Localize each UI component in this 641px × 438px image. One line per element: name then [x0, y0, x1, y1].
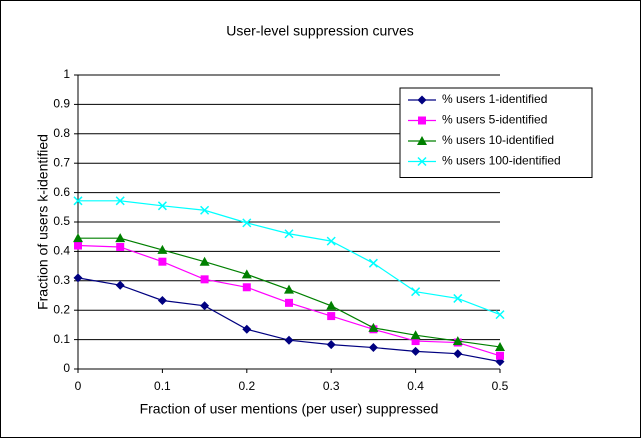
y-tick-label: 0	[63, 361, 70, 375]
marker	[157, 201, 167, 211]
chart-title: User-level suppression curves	[226, 23, 414, 39]
marker	[284, 335, 294, 345]
legend-marker	[417, 95, 427, 105]
marker	[285, 298, 293, 307]
y-tick-label: 0.4	[53, 244, 70, 258]
x-tick-label: 0.3	[323, 379, 340, 393]
y-tick-label: 0.9	[53, 97, 70, 111]
y-tick-label: 0.5	[53, 214, 70, 228]
marker	[326, 300, 337, 310]
marker	[199, 256, 210, 266]
marker	[410, 330, 421, 340]
marker	[73, 196, 83, 206]
series	[73, 273, 505, 367]
y-tick-label: 1	[63, 67, 70, 81]
legend-box	[399, 87, 593, 178]
legend-marker	[418, 116, 426, 125]
x-tick-label: 0.1	[154, 379, 171, 393]
marker	[200, 275, 209, 284]
marker	[495, 341, 505, 351]
marker	[116, 242, 125, 251]
x-tick-label: 0.5	[492, 379, 509, 393]
marker	[368, 322, 379, 332]
y-tick-label: 0.1	[53, 332, 70, 346]
x-tick-label: 0	[75, 379, 82, 393]
marker	[284, 284, 294, 294]
x-tick-label: 0.4	[407, 379, 424, 393]
marker	[157, 244, 168, 254]
legend-label: % users 10-identified	[442, 133, 554, 147]
marker	[200, 205, 210, 215]
marker	[115, 233, 126, 243]
x-tick-label: 0.2	[238, 379, 255, 393]
y-tick-label: 0.6	[53, 185, 70, 199]
marker	[452, 336, 463, 346]
marker	[284, 229, 294, 239]
marker	[411, 346, 421, 356]
marker	[115, 196, 125, 206]
y-tick-label: 0.3	[53, 273, 70, 287]
marker	[73, 233, 83, 243]
marker	[368, 258, 378, 268]
legend-label: % users 100-identified	[442, 154, 561, 168]
marker	[74, 241, 82, 250]
legend-label: % users 5-identified	[442, 113, 547, 127]
marker	[115, 280, 125, 290]
marker	[326, 236, 336, 246]
marker	[242, 283, 251, 292]
y-tick-label: 0.2	[53, 302, 70, 316]
y-tick-label: 0.7	[53, 155, 70, 169]
legend-marker	[417, 156, 427, 167]
marker	[368, 343, 378, 353]
marker	[242, 324, 252, 334]
x-axis-label: Fraction of user mentions (per user) sup…	[140, 401, 439, 417]
legend-label: % users 1-identified	[442, 92, 547, 106]
marker	[453, 349, 463, 359]
marker	[157, 295, 167, 305]
marker	[73, 273, 83, 283]
series	[73, 196, 505, 320]
marker	[242, 218, 252, 228]
marker	[453, 293, 463, 303]
marker	[326, 340, 336, 350]
marker	[200, 301, 210, 311]
legend: % users 1-identified % users 5-identified…	[399, 87, 593, 178]
marker	[241, 269, 252, 279]
marker	[158, 257, 167, 266]
series	[73, 233, 505, 351]
marker	[496, 351, 504, 360]
marker	[411, 287, 421, 297]
marker	[495, 310, 505, 320]
y-axis-label: Fraction of users k-identified	[35, 134, 51, 310]
legend-marker	[417, 136, 427, 145]
y-tick-label: 0.8	[53, 126, 70, 140]
marker	[327, 312, 336, 321]
marker	[411, 337, 420, 346]
